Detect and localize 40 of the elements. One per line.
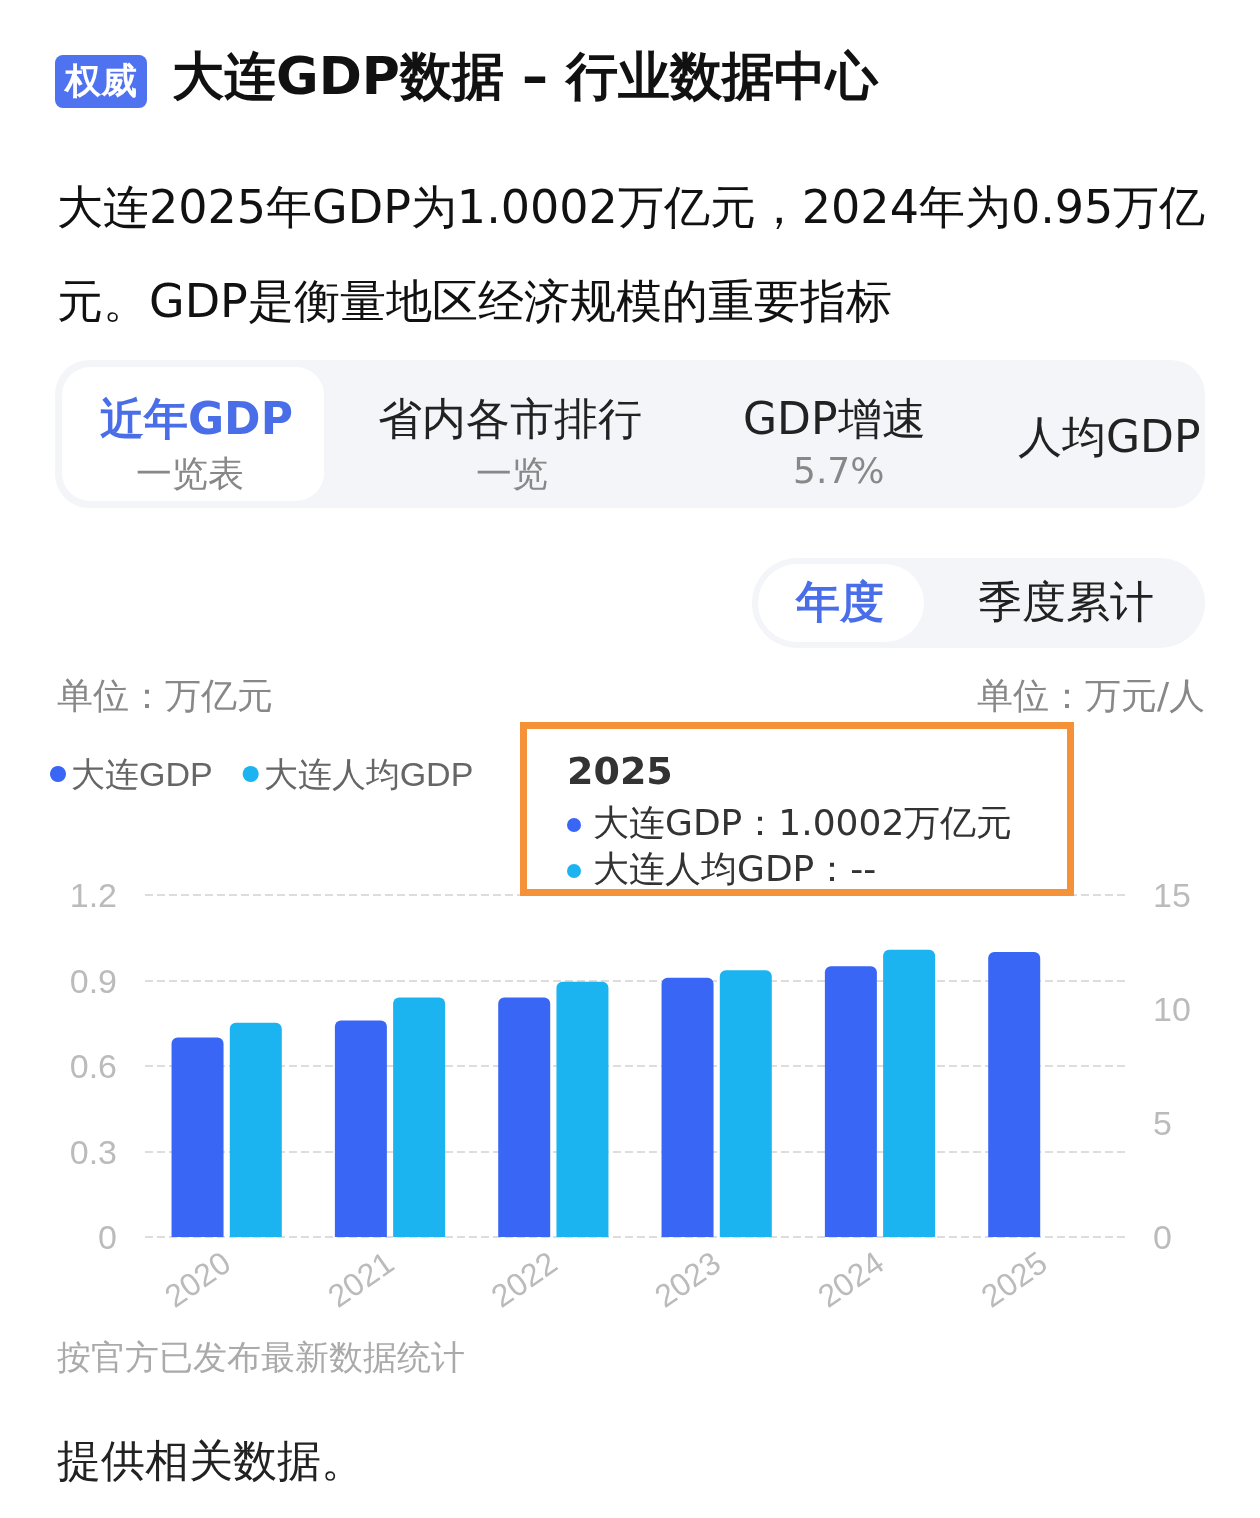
bar bbox=[498, 997, 551, 1237]
y-tick-label: 0.3 bbox=[69, 1132, 117, 1171]
bar bbox=[229, 1022, 282, 1237]
bar bbox=[883, 949, 936, 1237]
y-tick-label: 0.6 bbox=[69, 1047, 117, 1085]
y-tick-label: 0.9 bbox=[69, 961, 117, 1000]
text: 一览表 bbox=[136, 452, 244, 496]
legend-label: 大连人均GDP bbox=[263, 755, 474, 793]
text: 近年GDP bbox=[100, 392, 293, 446]
text: 按官方已发布最新数据统计 bbox=[57, 1336, 465, 1379]
y2-tick-label: 15 bbox=[1153, 876, 1191, 914]
chart-title: 大连GDP数据 – 行业数据中心 bbox=[172, 45, 879, 108]
y2-axis-title: 单位：万元/人 bbox=[977, 674, 1206, 718]
y2-tick-label: 10 bbox=[1153, 990, 1191, 1028]
text: 年度 bbox=[796, 575, 884, 629]
text: GDP增速 bbox=[743, 392, 926, 446]
text: 5.7% bbox=[793, 450, 885, 491]
chart-subtitle: 大连2025年GDP为1.0002万亿元，2024年为0.95万亿元。GDP是衡量地区经济规模的重要指标 bbox=[57, 179, 1207, 330]
tooltip-box: 2025 大连GDP：1.0002万亿元 大连人均GDP：-- bbox=[520, 722, 1074, 896]
text: 权威 bbox=[55, 55, 147, 108]
y-tick-label: 0 bbox=[98, 1218, 117, 1256]
text: 一览 bbox=[476, 452, 548, 496]
bar bbox=[334, 1020, 387, 1237]
bar bbox=[661, 977, 714, 1237]
y2-tick-label: 0 bbox=[1153, 1218, 1172, 1256]
y-tick-label: 1.2 bbox=[69, 876, 117, 914]
y2-tick-label: 5 bbox=[1153, 1104, 1172, 1142]
legend-label: 大连GDP bbox=[71, 755, 213, 793]
x-tick-label: 2021 bbox=[321, 1244, 401, 1315]
bar bbox=[719, 970, 772, 1237]
text: 人均GDP bbox=[1018, 410, 1201, 464]
bar bbox=[556, 981, 609, 1237]
text: 省内各市排行 bbox=[378, 392, 642, 446]
y-axis-title: 单位：万亿元 bbox=[57, 674, 273, 718]
bar bbox=[824, 966, 877, 1237]
bar bbox=[988, 951, 1041, 1237]
text: 提供相关数据。 bbox=[57, 1434, 365, 1488]
text: 季度累计 bbox=[978, 575, 1154, 629]
bar bbox=[393, 997, 446, 1237]
bar bbox=[171, 1037, 224, 1237]
